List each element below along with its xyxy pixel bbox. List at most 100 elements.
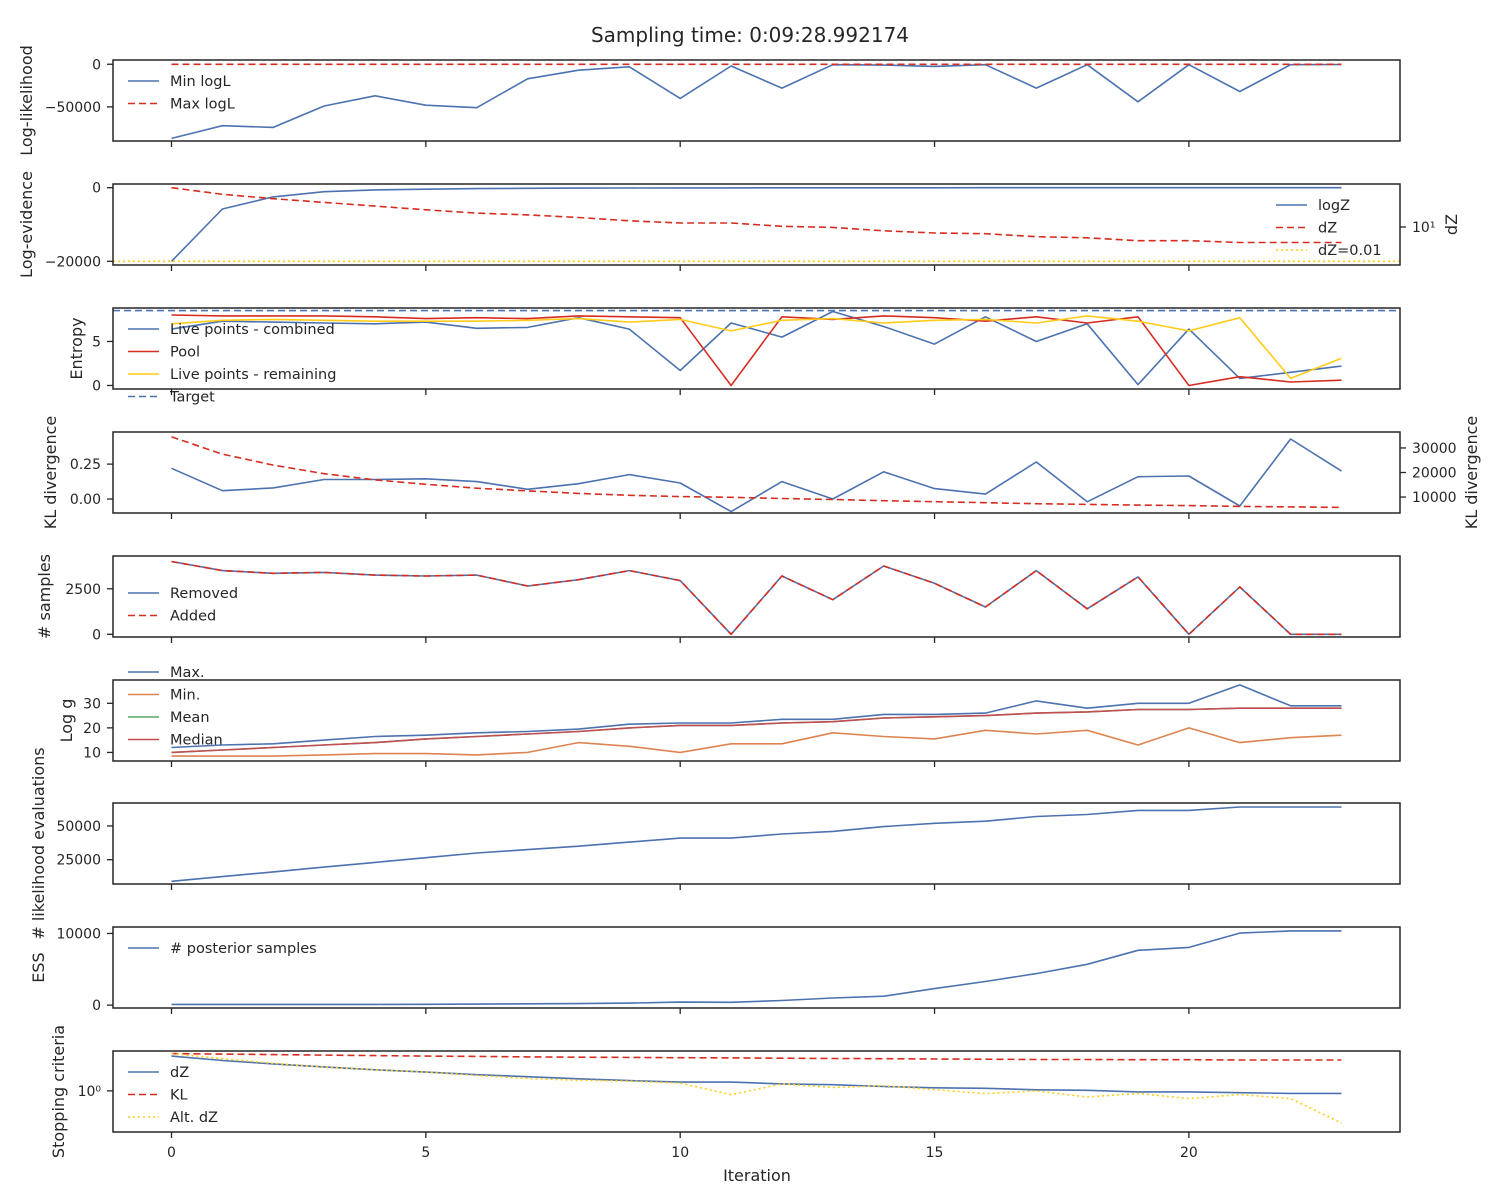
series-line-stopping-0 <box>171 1055 1342 1095</box>
legend-label: dZ <box>1318 221 1337 237</box>
legend: dZ KL Alt. dZ <box>128 1065 218 1126</box>
y-tick-label: 0 <box>92 57 101 73</box>
series-line-kl-0 <box>171 438 1342 513</box>
series-group <box>171 930 1342 1006</box>
figure-title: Sampling time: 0:09:28.992174 <box>591 23 909 47</box>
legend: logZ dZ dZ=0.01 <box>1276 198 1382 259</box>
legend-label: Target <box>169 390 215 406</box>
series-line-ess-0 <box>171 930 1342 1006</box>
axes-frame <box>112 183 1401 266</box>
legend-label: Alt. dZ <box>170 1110 218 1126</box>
y-axis-label: # samples <box>35 554 54 639</box>
panel-kl: 0.00 0.25 10000 20000 30000 KL divergence KL d… <box>41 416 1481 529</box>
axes-frame <box>112 679 1401 762</box>
y-axis-label: KL divergence <box>41 416 60 529</box>
legend-label: Median <box>170 733 223 749</box>
legend: Min logL Max logL <box>128 74 235 113</box>
y-tick-label: 10 <box>83 745 101 761</box>
y-tick-label: 20 <box>83 721 101 737</box>
series-group <box>113 186 1400 263</box>
y2-tick-label: 30000 <box>1412 441 1457 457</box>
y-tick-label: 10⁰ <box>78 1084 102 1100</box>
axes-frame <box>112 307 1401 390</box>
y-axis-label: Stopping criteria <box>49 1025 68 1158</box>
y2-tick-label: 10¹ <box>1412 220 1435 236</box>
axes-frame <box>112 431 1401 514</box>
legend-label: Mean <box>170 710 210 726</box>
x-tick-label: 15 <box>926 1145 944 1161</box>
y-tick-label: 0.00 <box>70 492 101 508</box>
y-tick-label: 25000 <box>56 853 101 869</box>
y-tick-label: 0.25 <box>70 457 101 473</box>
series-group <box>113 309 1400 387</box>
y-axis-label: Log-likelihood <box>17 45 36 156</box>
series-line-entropy-1 <box>171 314 1342 387</box>
series-line-kl-1 <box>171 436 1342 509</box>
legend: Live points - combined Pool Live points - … <box>128 322 336 406</box>
y-tick-label: 0 <box>92 181 101 197</box>
axes-frame <box>112 555 1401 638</box>
series-line-logevidence-1 <box>171 186 1342 244</box>
panel-samples: 0 2500 # samples Removed Added <box>35 554 1401 643</box>
legend-label: Min logL <box>170 74 231 90</box>
x-tick-label: 5 <box>421 1145 430 1161</box>
y-axis-label: Log g <box>57 699 76 743</box>
series-group <box>171 560 1342 636</box>
y-tick-label: 50000 <box>56 819 101 835</box>
series-line-logg-2 <box>171 707 1342 754</box>
series-line-logevidence-0 <box>170 186 1342 262</box>
panel-logevidence: −20000 0 10¹ Log-evidence dZ logZ dZ dZ=0.01 <box>17 171 1461 278</box>
legend-label: Max. <box>170 665 205 681</box>
legend-label: dZ=0.01 <box>1318 243 1382 259</box>
legend-label: Live points - combined <box>170 322 335 338</box>
series-line-logg-0 <box>171 684 1342 749</box>
panel-logg: 10 20 30 Log g Max. Min. Mean Median <box>57 665 1401 767</box>
x-tick-label: 10 <box>671 1145 689 1161</box>
panel-likelihood_evals: 25000 50000 # likelihood evaluations <box>29 747 1401 940</box>
series-line-entropy-2 <box>171 315 1342 380</box>
legend: Max. Min. Mean Median <box>128 665 223 749</box>
y-tick-label: −50000 <box>45 100 101 116</box>
y-tick-label: 10000 <box>56 926 101 942</box>
y-axis-label: # likelihood evaluations <box>29 747 48 939</box>
y-axis-label: ESS <box>29 952 48 982</box>
legend-label: Min. <box>170 688 200 704</box>
legend-label: # posterior samples <box>170 941 317 957</box>
series-line-stopping-2 <box>171 1052 1342 1124</box>
series-line-samples-0 <box>171 560 1342 636</box>
axes-frame <box>112 926 1401 1009</box>
series-group <box>171 806 1342 883</box>
y2-axis-label: KL divergence <box>1462 416 1481 529</box>
series-line-logg-1 <box>171 727 1342 757</box>
y2-tick-label: 20000 <box>1412 466 1457 482</box>
y-axis-label: Log-evidence <box>17 171 36 278</box>
axes-frame <box>112 59 1401 142</box>
y-tick-label: 0 <box>92 998 101 1014</box>
y2-axis-label: dZ <box>1442 214 1461 235</box>
y-tick-label: 30 <box>83 696 101 712</box>
series-group <box>171 684 1342 757</box>
legend-label: Added <box>170 609 216 625</box>
x-tick-label: 20 <box>1180 1145 1198 1161</box>
series-line-loglikelihood-0 <box>171 63 1342 140</box>
x-tick-label: 0 <box>167 1145 176 1161</box>
legend: Removed Added <box>128 586 238 625</box>
panel-stopping: 0 5 10 15 20 10⁰ Stopping criteria dZ KL Alt. dZ <box>49 1025 1401 1161</box>
y-tick-label: 0 <box>92 627 101 643</box>
panel-ess: 0 10000 ESS # posterior samples <box>29 926 1401 1014</box>
series-line-likelihood_evals-0 <box>171 806 1342 883</box>
y-tick-label: 2500 <box>65 582 101 598</box>
legend-label: Pool <box>170 345 200 361</box>
series-group <box>171 1052 1342 1124</box>
y-tick-label: 0 <box>92 378 101 394</box>
legend-label: KL <box>170 1088 188 1104</box>
series-line-samples-1 <box>171 560 1342 636</box>
legend-label: Max logL <box>170 97 235 113</box>
series-group <box>171 63 1342 140</box>
series-line-logg-3 <box>171 707 1342 754</box>
y-axis-label: Entropy <box>67 317 86 379</box>
y-tick-label: −20000 <box>45 254 101 270</box>
y-tick-label: 5 <box>92 334 101 350</box>
